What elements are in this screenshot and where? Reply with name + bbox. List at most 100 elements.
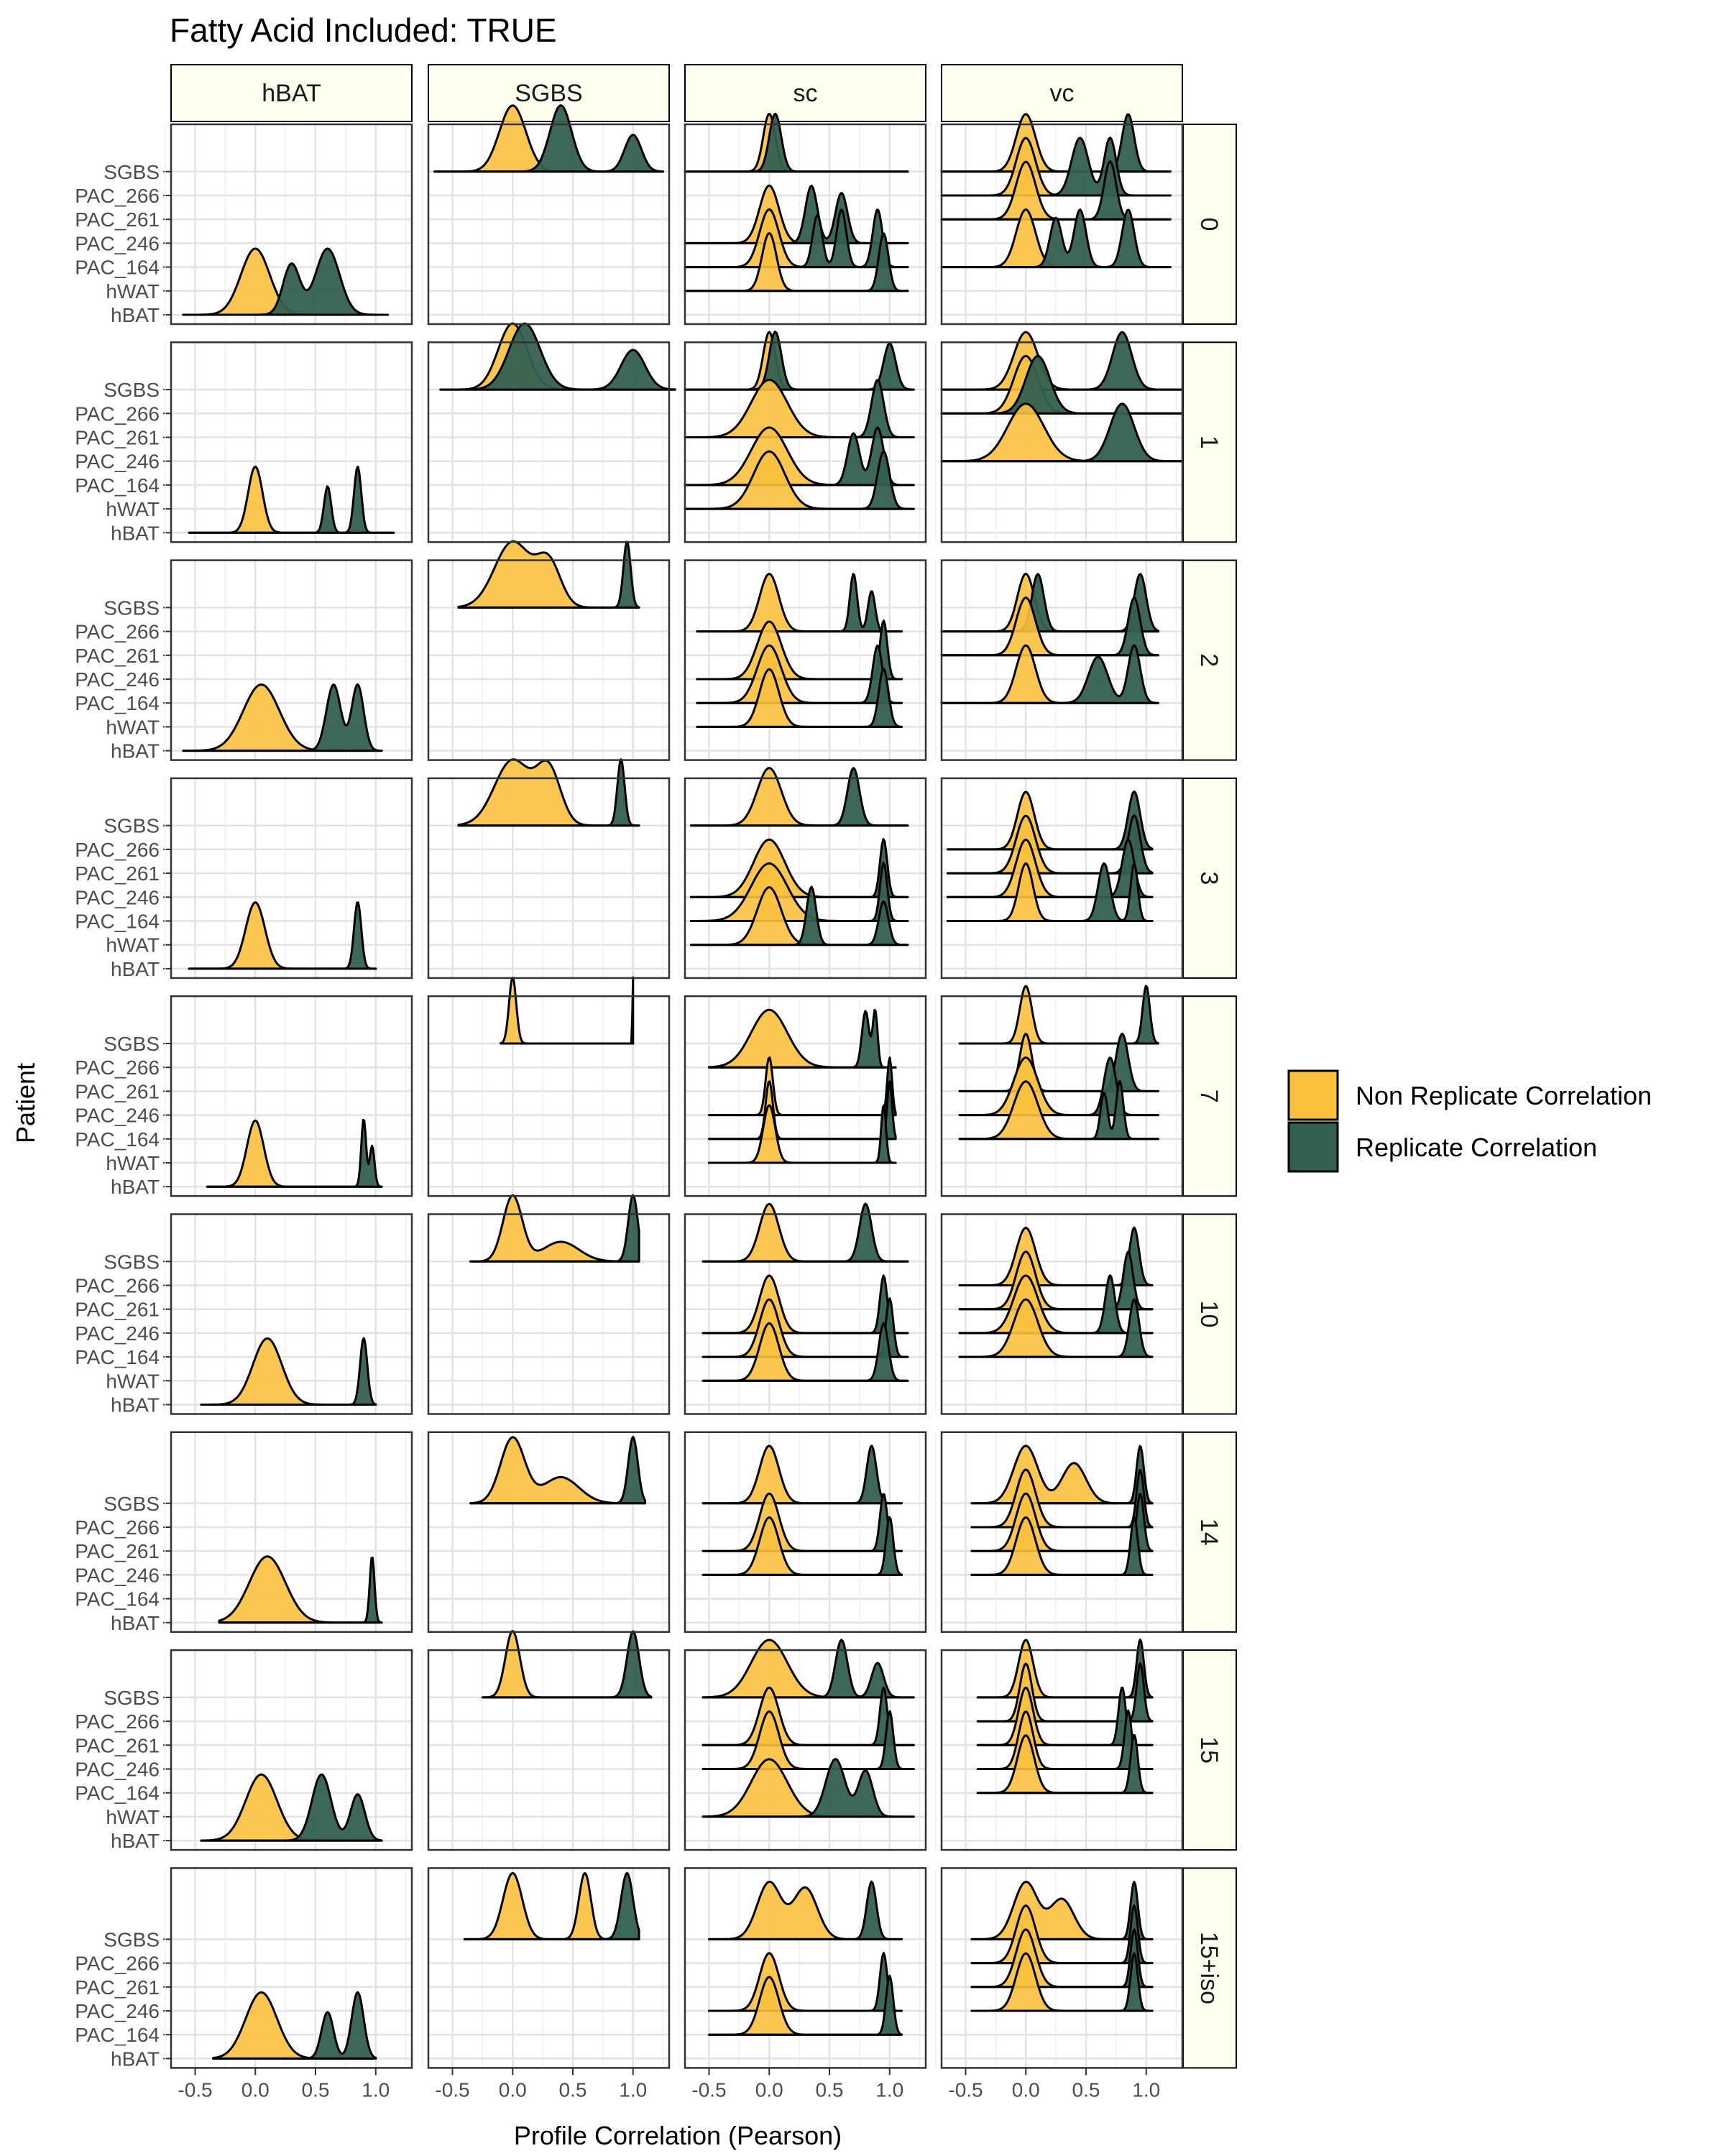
ridges-3-hbat bbox=[188, 901, 377, 970]
legend-swatch-non-replicate bbox=[1287, 1069, 1339, 1121]
x-tick-label: 0.0 bbox=[1012, 2078, 1040, 2101]
col-strip-sc bbox=[684, 64, 926, 122]
panel-border bbox=[940, 559, 1184, 761]
y-tick-label-pac-246: PAC_246 bbox=[75, 1759, 160, 1781]
panel-border bbox=[684, 995, 927, 1197]
ridge-replicate-pac-246 bbox=[708, 1056, 897, 1117]
x-tick-label: 1.0 bbox=[875, 2078, 903, 2101]
ridge-replicate-pac-266 bbox=[940, 354, 1184, 415]
panel-border bbox=[170, 341, 413, 543]
ridge-replicate-hbat bbox=[188, 901, 377, 970]
y-tick-label-pac-164: PAC_164 bbox=[75, 1346, 160, 1368]
y-tick-label-pac-246: PAC_246 bbox=[75, 886, 160, 908]
y-tick-label-pac-246: PAC_246 bbox=[75, 1322, 160, 1345]
y-tick-label-pac-164: PAC_164 bbox=[75, 257, 160, 279]
ridge-replicate-hwat bbox=[689, 885, 909, 946]
y-tick-label-sgbs: SGBS bbox=[104, 379, 160, 401]
panel-border bbox=[684, 341, 927, 543]
panel-border bbox=[427, 341, 671, 543]
y-tick-label-hbat: hBAT bbox=[111, 1612, 160, 1634]
y-tick-label-pac-246: PAC_246 bbox=[75, 1105, 160, 1127]
panel-border bbox=[427, 1867, 671, 2069]
legend-label-non-replicate: Non Replicate Correlation bbox=[1356, 1081, 1652, 1110]
panel-border bbox=[427, 559, 671, 761]
y-tick-label-hwat: hWAT bbox=[106, 1152, 160, 1174]
ridge-replicate-hbat bbox=[182, 683, 383, 752]
y-tick-label-pac-266: PAC_266 bbox=[75, 185, 160, 207]
panel-border bbox=[940, 341, 1184, 543]
ridge-replicate-pac-164 bbox=[940, 644, 1159, 704]
ridge-replicate-sgbs bbox=[702, 1639, 915, 1699]
y-tick-label-pac-261: PAC_261 bbox=[75, 1080, 160, 1102]
ridge-replicate-hwat bbox=[702, 1322, 909, 1382]
y-tick-label-hbat: hBAT bbox=[111, 304, 160, 326]
ridge-replicate-sgbs bbox=[481, 1630, 653, 1699]
x-tick-label: 0.0 bbox=[499, 2078, 527, 2101]
panel-border bbox=[684, 777, 927, 980]
panel-border bbox=[170, 1431, 413, 1634]
y-tick-label-pac-164: PAC_164 bbox=[75, 474, 160, 497]
ridges-1-sc bbox=[684, 331, 915, 510]
y-tick-label-sgbs: SGBS bbox=[104, 1687, 160, 1709]
x-tick-label: 0.0 bbox=[242, 2078, 270, 2101]
ridge-replicate-sgbs bbox=[684, 112, 909, 173]
x-tick-label: 1.0 bbox=[1132, 2078, 1160, 2101]
ridges-14-sgbs bbox=[469, 1436, 646, 1505]
ridges-7-sc bbox=[708, 1008, 897, 1164]
x-tick-label: -0.5 bbox=[435, 2078, 469, 2101]
ridges-14-sc bbox=[702, 1445, 903, 1576]
ridge-replicate-sgbs bbox=[689, 767, 909, 827]
row-strip-14 bbox=[1182, 1431, 1237, 1633]
ridges-15-iso-hbat bbox=[212, 1991, 377, 2060]
panel-border bbox=[684, 123, 927, 326]
y-tick-label-pac-266: PAC_266 bbox=[75, 1516, 160, 1539]
panel-border bbox=[170, 1867, 413, 2069]
y-tick-label-pac-164: PAC_164 bbox=[75, 1588, 160, 1611]
y-tick-label-pac-266: PAC_266 bbox=[75, 402, 160, 425]
ridge-replicate-pac-246 bbox=[708, 1952, 903, 2012]
col-strip-label-sc: sc bbox=[794, 80, 818, 107]
ridges-15-iso-sc bbox=[708, 1880, 903, 2036]
ridges-0-sgbs bbox=[433, 104, 665, 173]
ridge-replicate-pac-164 bbox=[684, 426, 915, 487]
ridges-1-sgbs bbox=[439, 322, 676, 391]
ridge-replicate-sgbs bbox=[958, 985, 1159, 1045]
y-tick-label-hwat: hWAT bbox=[106, 498, 160, 520]
ridges-15-sgbs bbox=[481, 1630, 653, 1699]
ridge-replicate-pac-246 bbox=[958, 1056, 1159, 1117]
col-strip-label-vc: vc bbox=[1050, 80, 1075, 107]
ridges-3-sgbs bbox=[457, 758, 640, 827]
y-tick-label-pac-164: PAC_164 bbox=[75, 911, 160, 933]
y-axis-title: Patient bbox=[11, 1063, 40, 1143]
ridge-replicate-hbat bbox=[182, 247, 389, 316]
x-tick-label: 0.5 bbox=[302, 2078, 330, 2101]
y-tick-label-pac-261: PAC_261 bbox=[75, 1299, 160, 1321]
panel-border bbox=[170, 995, 413, 1197]
panel-border bbox=[940, 1649, 1184, 1851]
y-tick-label-pac-246: PAC_246 bbox=[75, 2000, 160, 2022]
x-tick-label: 0.5 bbox=[1072, 2078, 1100, 2101]
y-tick-label-pac-266: PAC_266 bbox=[75, 1056, 160, 1079]
ridges-15-vc bbox=[976, 1638, 1154, 1795]
panel-border bbox=[684, 559, 927, 761]
ridge-replicate-pac-164 bbox=[976, 1733, 1154, 1795]
y-tick-label-sgbs: SGBS bbox=[104, 596, 160, 619]
ridges-2-sgbs bbox=[457, 540, 640, 609]
ridge-replicate-hwat bbox=[684, 232, 909, 292]
ridge-replicate-pac-164 bbox=[946, 862, 1154, 922]
ridge-replicate-sgbs bbox=[457, 758, 640, 827]
y-tick-label-sgbs: SGBS bbox=[104, 1033, 160, 1055]
y-tick-label-pac-164: PAC_164 bbox=[75, 1782, 160, 1805]
legend: Non Replicate Correlation Replicate Corr… bbox=[1287, 1069, 1652, 1173]
ridges-10-sgbs bbox=[469, 1194, 640, 1263]
ridge-replicate-pac-164 bbox=[958, 1298, 1154, 1358]
ridges-2-vc bbox=[940, 572, 1159, 704]
row-strip-label-10: 10 bbox=[1195, 1301, 1223, 1328]
ridges-15-sc bbox=[702, 1639, 915, 1818]
ridges-3-sc bbox=[689, 767, 909, 946]
ridge-replicate-pac-164 bbox=[940, 208, 1172, 269]
ridge-replicate-sgbs bbox=[940, 113, 1172, 173]
y-tick-label-pac-164: PAC_164 bbox=[75, 1128, 160, 1151]
y-tick-label-pac-266: PAC_266 bbox=[75, 1275, 160, 1297]
